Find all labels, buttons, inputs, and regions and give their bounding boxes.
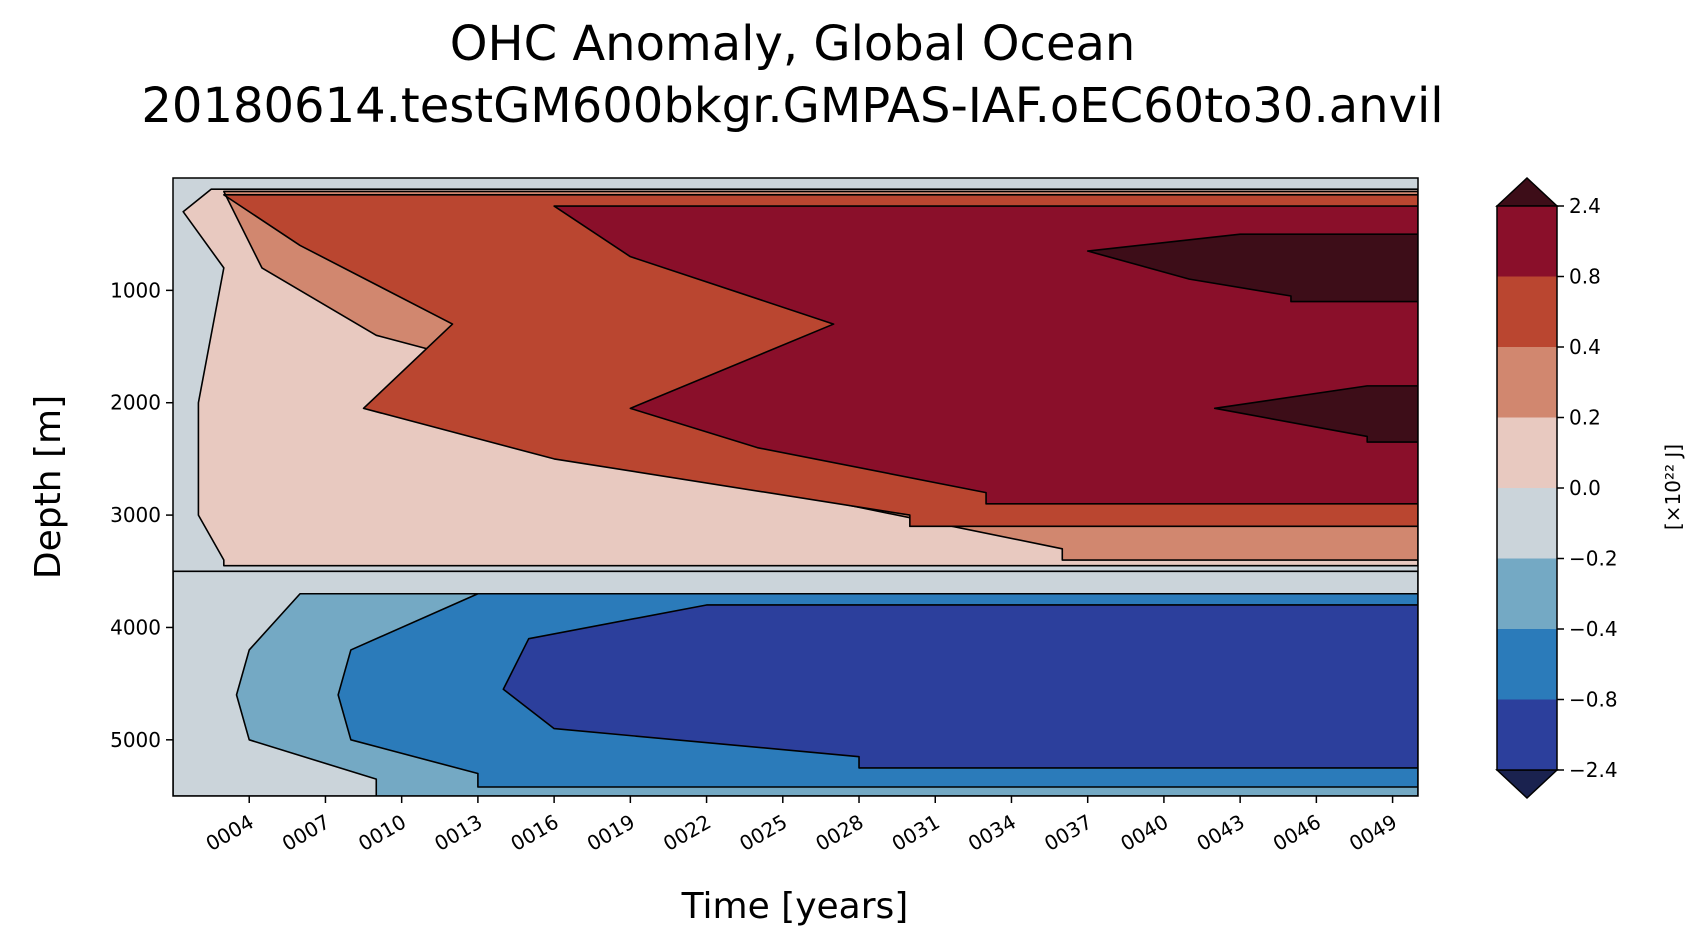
x-tick-label: 0037 bbox=[1040, 810, 1096, 856]
colorbar-tick-label: −0.2 bbox=[1569, 547, 1618, 571]
colorbar: −2.4 −0.8 −0.4 −0.2 0.0 0.2 0.4 0.8 2.4 bbox=[1495, 176, 1618, 800]
colorbar-tick-label: 0.8 bbox=[1569, 265, 1601, 289]
colorbar-tick-label: −0.4 bbox=[1569, 617, 1618, 641]
colorbar-segment bbox=[1497, 417, 1557, 488]
x-tick-label: 0028 bbox=[811, 810, 867, 856]
y-tick-label: 1000 bbox=[110, 278, 161, 302]
y-tick-label: 3000 bbox=[110, 503, 161, 527]
plot-frame bbox=[172, 177, 1419, 797]
colorbar-segment bbox=[1497, 276, 1557, 347]
x-tick-label: 0046 bbox=[1269, 810, 1325, 856]
colorbar-tick-label: −0.8 bbox=[1569, 688, 1618, 712]
y-tick-label: 2000 bbox=[110, 391, 161, 415]
colorbar-tick-label: −2.4 bbox=[1569, 758, 1618, 782]
x-tick-label: 0043 bbox=[1193, 810, 1249, 856]
colorbar-label: [×10²² J] bbox=[1661, 444, 1685, 530]
chart-title-line-2: 20180614.testGM600bkgr.GMPAS-IAF.oEC60to… bbox=[141, 78, 1444, 134]
x-tick-label: 0040 bbox=[1116, 810, 1172, 856]
x-tick-label: 0007 bbox=[278, 810, 334, 856]
x-tick-label: 0034 bbox=[964, 810, 1020, 856]
colorbar-tick-label: 0.0 bbox=[1569, 476, 1601, 500]
region-cold-0.8-2.4 bbox=[502, 604, 1418, 769]
x-tick-label: 0031 bbox=[888, 810, 944, 856]
colorbar-tick-label: 0.4 bbox=[1569, 335, 1601, 359]
colorbar-segment bbox=[1497, 558, 1557, 629]
colorbar-over-arrow bbox=[1495, 176, 1559, 207]
region-warm-over-2.4-upper bbox=[1086, 233, 1418, 303]
x-tick-label: 0010 bbox=[354, 810, 410, 856]
x-tick-label: 0049 bbox=[1345, 810, 1401, 856]
colorbar-segment bbox=[1497, 629, 1557, 700]
x-tick-label: 0025 bbox=[735, 810, 791, 856]
y-tick-label: 5000 bbox=[110, 728, 161, 752]
colorbar-segment bbox=[1497, 488, 1557, 559]
x-axis-label: Time [years] bbox=[681, 886, 909, 927]
colorbar-segment bbox=[1497, 347, 1557, 418]
chart-title-line-1: OHC Anomaly, Global Ocean bbox=[449, 16, 1136, 72]
colorbar-segment bbox=[1497, 699, 1557, 770]
y-tick-label: 4000 bbox=[110, 615, 161, 639]
x-tick-label: 0019 bbox=[583, 810, 639, 856]
colorbar-tick-label: 0.2 bbox=[1569, 406, 1601, 430]
x-tick-label: 0022 bbox=[659, 810, 715, 856]
x-tick-label: 0004 bbox=[202, 810, 258, 856]
x-tick-label: 0013 bbox=[430, 810, 486, 856]
colorbar-under-arrow bbox=[1495, 769, 1559, 800]
y-axis-label: Depth [m] bbox=[28, 395, 69, 579]
x-tick-label: 0016 bbox=[507, 810, 563, 856]
region-warm-over-2.4-lower bbox=[1213, 385, 1418, 443]
colorbar-segment bbox=[1497, 206, 1557, 277]
colorbar-tick-label: 2.4 bbox=[1569, 194, 1601, 218]
